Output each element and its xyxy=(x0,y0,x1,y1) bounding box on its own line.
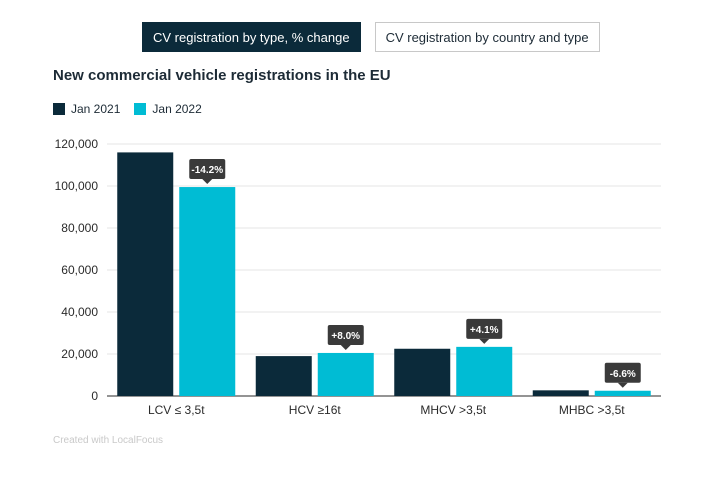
change-badge xyxy=(466,318,503,339)
legend-label-jan-2021: Jan 2021 xyxy=(71,102,121,116)
tab-by-country[interactable]: CV registration by country and type xyxy=(374,22,600,52)
x-category-label: HCV ≥16t xyxy=(289,403,342,417)
legend: Jan 2021 Jan 2022 xyxy=(53,102,202,116)
credit-text: Created with LocalFocus xyxy=(53,435,164,446)
bar-jan-2022[interactable] xyxy=(317,352,374,396)
change-badge-label: +8.0% xyxy=(331,331,360,342)
y-tick-label: 100,000 xyxy=(55,179,99,193)
y-tick-label: 80,000 xyxy=(61,221,98,235)
change-badge xyxy=(604,362,641,383)
change-badge-label: -6.6% xyxy=(610,369,636,380)
bar-jan-2022[interactable] xyxy=(594,390,651,396)
legend-item-jan-2021[interactable]: Jan 2021 xyxy=(53,102,120,116)
change-badge-label: -14.2% xyxy=(191,165,223,176)
legend-label-jan-2022: Jan 2022 xyxy=(152,102,202,116)
change-badge xyxy=(327,324,364,345)
change-badge xyxy=(189,159,226,180)
x-category-label: MHCV >3,5t xyxy=(420,403,486,417)
chart-title: New commercial vehicle registrations in … xyxy=(53,67,391,84)
y-tick-label: 20,000 xyxy=(61,347,98,361)
change-badge-pointer xyxy=(202,179,213,185)
tab-by-type[interactable]: CV registration by type, % change xyxy=(142,22,361,52)
legend-swatch-jan-2021 xyxy=(53,103,65,115)
bar-jan-2022[interactable] xyxy=(179,187,236,396)
y-tick-label: 40,000 xyxy=(61,305,98,319)
bar-jan-2021[interactable] xyxy=(117,152,174,396)
bar-jan-2022[interactable] xyxy=(456,346,513,396)
legend-item-jan-2022[interactable]: Jan 2022 xyxy=(134,102,202,116)
change-badge-pointer xyxy=(479,338,490,344)
change-badge-pointer xyxy=(617,382,628,388)
bar-jan-2021[interactable] xyxy=(255,356,312,396)
y-tick-label: 120,000 xyxy=(55,137,99,151)
x-category-label: LCV ≤ 3,5t xyxy=(148,403,205,417)
change-badge-label: +4.1% xyxy=(470,325,499,336)
x-category-label: MHBC >3,5t xyxy=(559,403,625,417)
legend-swatch-jan-2022 xyxy=(134,103,147,115)
y-tick-label: 0 xyxy=(91,389,98,403)
bar-jan-2021[interactable] xyxy=(394,348,451,396)
bar-jan-2021[interactable] xyxy=(532,390,589,396)
y-tick-label: 60,000 xyxy=(61,263,98,277)
change-badge-pointer xyxy=(340,344,351,350)
view-tabs: CV registration by type, % change CV reg… xyxy=(142,22,600,52)
